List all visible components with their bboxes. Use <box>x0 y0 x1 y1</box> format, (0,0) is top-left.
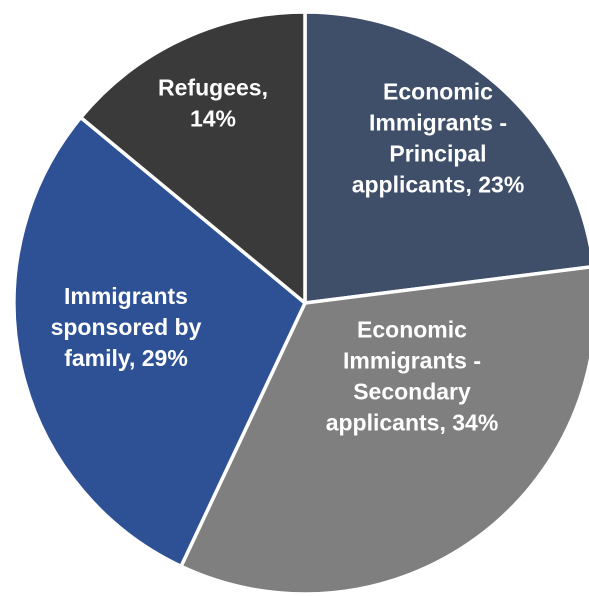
pie-slice <box>79 10 307 305</box>
slice-data-label-line: family, 29% <box>64 345 188 371</box>
pie-slice <box>12 115 307 569</box>
pie-slice <box>179 265 589 596</box>
pie-labels: Economic Immigrants - Principal applicants,… <box>51 75 525 436</box>
pie-slice <box>303 10 589 305</box>
slice-data-label-line: Immigrants - <box>343 348 481 374</box>
slice-data-label-line: Refugees, <box>158 75 268 101</box>
slice-data-label: Refugees, 14% <box>158 75 268 132</box>
slice-data-label-line: Economic <box>357 317 467 343</box>
slice-data-label-line: Immigrants <box>64 283 188 309</box>
slice-data-label-line: Secondary <box>353 379 471 405</box>
slice-data-label: Economic Immigrants - Secondary applicants,… <box>326 317 499 436</box>
slice-data-label-line: sponsored by <box>51 314 202 340</box>
slice-data-label-line: applicants, 34% <box>326 410 499 436</box>
pie-slices <box>12 10 589 596</box>
slice-data-label-line: 14% <box>190 106 236 132</box>
slice-data-label-line: Economic <box>383 79 493 105</box>
slice-data-label-line: applicants, 23% <box>352 172 525 198</box>
slice-data-label: Immigrants sponsored by family, 29% <box>51 283 202 371</box>
slice-data-label-line: Principal <box>389 141 486 167</box>
slice-data-label: Economic Immigrants - Principal applicants,… <box>352 79 525 198</box>
slice-data-label-line: Immigrants - <box>369 110 507 136</box>
